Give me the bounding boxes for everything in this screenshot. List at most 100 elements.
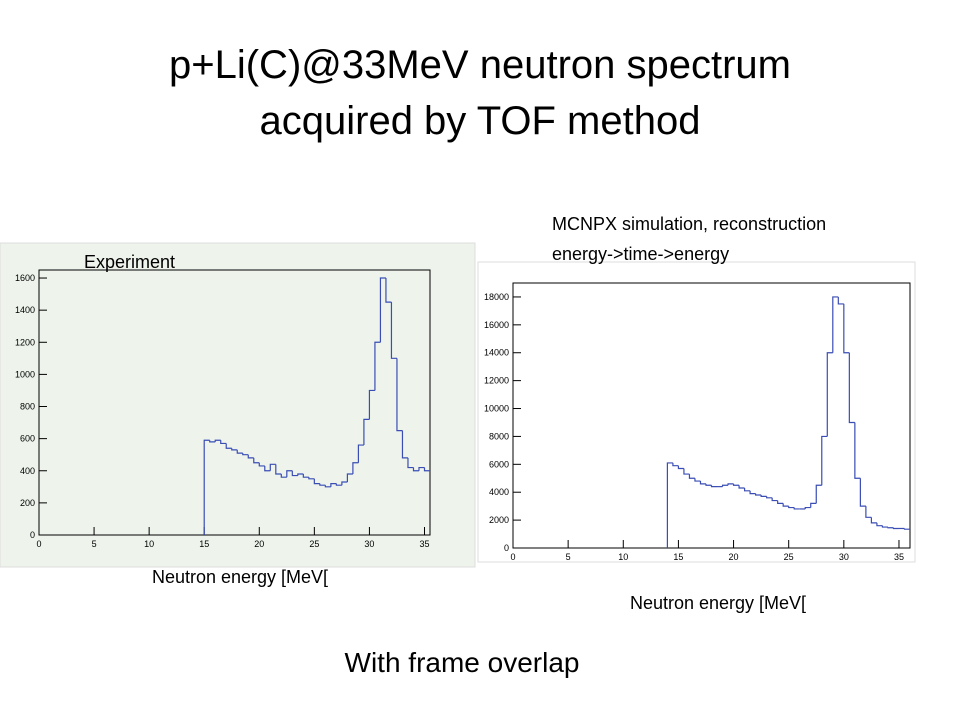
y-tick-label: 0	[504, 543, 509, 553]
histogram-bin	[755, 493, 762, 496]
histogram-bin	[766, 496, 773, 499]
y-tick-label: 0	[30, 530, 35, 540]
x-axis-label: Neutron energy [MeV[	[630, 593, 806, 613]
histogram-bin	[253, 457, 260, 464]
y-tick-label: 200	[20, 498, 35, 508]
y-tick-label: 1200	[15, 337, 35, 347]
histogram-bin	[368, 389, 375, 420]
x-tick-label: 30	[839, 552, 849, 562]
histogram-bin	[666, 462, 673, 548]
histogram-bin	[865, 506, 872, 518]
histogram-bin	[804, 506, 811, 509]
histogram-bin	[308, 477, 315, 480]
y-tick-label: 12000	[484, 376, 509, 386]
histogram-bin	[848, 352, 855, 424]
histogram-bin	[815, 484, 822, 504]
x-axis-label: Neutron energy [MeV[	[152, 567, 328, 587]
histogram-bin	[346, 473, 353, 482]
x-tick-label: 0	[510, 552, 515, 562]
histogram-bin	[854, 422, 861, 479]
x-tick-label: 15	[199, 539, 209, 549]
x-tick-label: 15	[673, 552, 683, 562]
histogram-bin	[330, 483, 337, 487]
histogram-bin	[710, 485, 718, 488]
histogram-bin	[727, 483, 734, 486]
histogram-bin	[291, 470, 298, 477]
histogram-bin	[242, 453, 249, 456]
histogram-bin	[810, 502, 817, 508]
x-tick-label: 25	[309, 539, 319, 549]
histogram-bin	[887, 527, 894, 529]
histogram-bin	[688, 474, 695, 479]
histogram-bin	[721, 484, 729, 487]
histogram-bin	[286, 470, 293, 478]
histogram-bin	[782, 503, 789, 507]
histogram-bin	[892, 527, 899, 530]
histogram-bin	[738, 485, 745, 489]
histogram-bin	[209, 440, 216, 443]
y-tick-label: 1000	[15, 369, 35, 379]
y-tick-label: 800	[20, 402, 35, 412]
plot-frame	[512, 282, 911, 549]
y-tick-label: 16000	[484, 320, 509, 330]
histogram-bin	[374, 341, 381, 391]
y-tick-label: 600	[20, 434, 35, 444]
histogram-bin	[324, 485, 331, 488]
histogram-bin	[319, 483, 326, 486]
histogram-bin	[777, 500, 784, 504]
y-tick-label: 1400	[15, 305, 35, 315]
histogram-bin	[264, 465, 271, 472]
histogram-bin	[876, 522, 883, 527]
histogram-bin	[275, 464, 282, 475]
histogram-bin	[771, 497, 778, 502]
histogram-bin	[743, 488, 751, 492]
histogram-bin	[859, 478, 866, 507]
histogram-bin	[749, 490, 756, 495]
histogram-bin	[236, 449, 243, 454]
plot-frame	[38, 269, 431, 536]
histogram-bin	[677, 465, 684, 470]
histogram-bin	[363, 418, 370, 446]
slide-title: p+Li(C)@33MeV neutron spectrum	[169, 43, 791, 87]
y-tick-label: 1600	[15, 273, 35, 283]
histogram-bin	[832, 296, 839, 353]
histogram-bin	[821, 435, 828, 486]
histogram-bin	[732, 483, 740, 486]
y-tick-label: 18000	[484, 292, 509, 302]
histogram-bin	[302, 473, 309, 478]
histogram-bin	[843, 303, 850, 354]
histogram-bin	[788, 506, 795, 509]
histogram-bin	[760, 495, 767, 497]
plot-panel	[0, 242, 476, 568]
footer: With frame overlap	[345, 647, 580, 678]
x-tick-label: 5	[92, 539, 97, 549]
chart-title: Experiment	[84, 252, 175, 272]
x-tick-label: 0	[36, 539, 41, 549]
histogram-bin	[385, 278, 392, 303]
y-tick-label: 10000	[484, 404, 509, 414]
histogram-bin	[694, 478, 701, 482]
x-tick-label: 20	[729, 552, 739, 562]
histogram-bin	[881, 525, 888, 528]
histogram-bin	[220, 440, 227, 445]
chart-subtitle: energy->time->energy	[552, 244, 729, 264]
histogram-bin	[699, 481, 706, 485]
y-tick-label: 400	[20, 466, 35, 476]
histogram-bin	[870, 517, 877, 524]
histogram-bin	[705, 483, 712, 486]
histogram-bin	[418, 466, 425, 471]
histogram-bin	[837, 296, 844, 305]
y-tick-label: 14000	[484, 348, 509, 358]
histogram-bin	[313, 478, 320, 485]
histogram-bin	[379, 277, 386, 343]
histogram-bin	[412, 467, 419, 472]
histogram-bin	[231, 448, 238, 451]
slide-title: acquired by TOF method	[260, 99, 701, 143]
histogram-bin	[352, 462, 359, 474]
histogram-bin	[793, 507, 800, 510]
histogram-bin	[683, 468, 690, 475]
histogram-bin	[269, 463, 276, 471]
x-tick-label: 30	[364, 539, 374, 549]
